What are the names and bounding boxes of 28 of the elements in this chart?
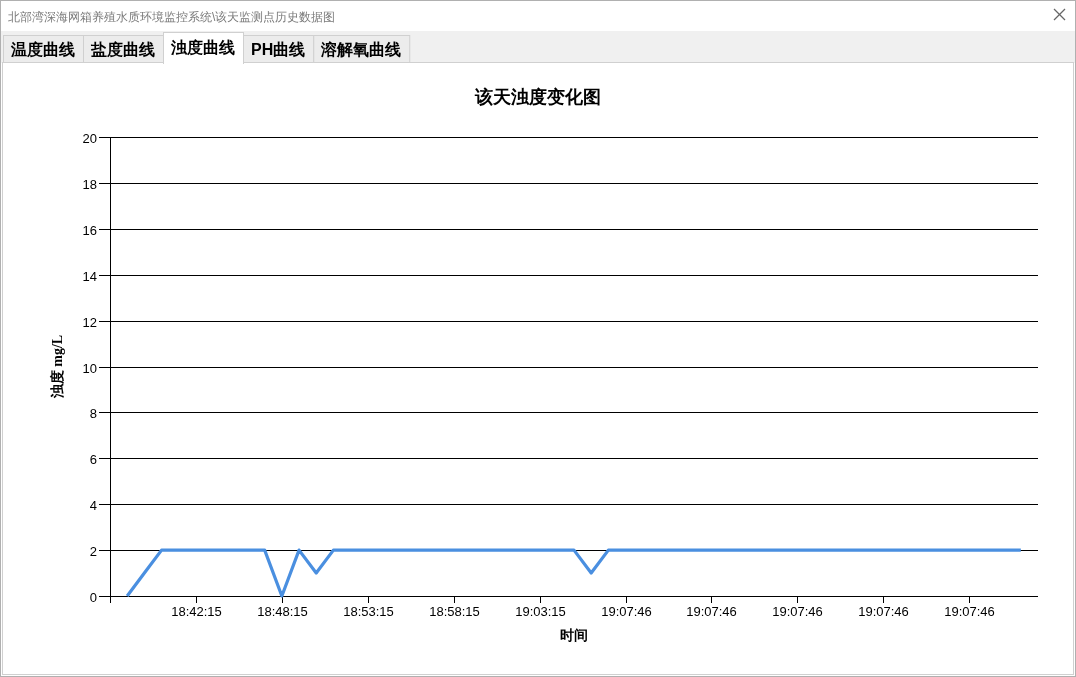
tab: 浊度曲线 bbox=[163, 32, 244, 64]
x-tick-label: 18:48:15 bbox=[257, 604, 308, 619]
x-tick-label: 19:07:46 bbox=[601, 604, 652, 619]
y-tick-label: 10 bbox=[82, 360, 97, 376]
chart-title: 该天浊度变化图 bbox=[474, 87, 601, 107]
x-tick-label: 18:53:15 bbox=[343, 604, 394, 619]
tab: 溶解氧曲线 bbox=[313, 35, 411, 63]
text: 北部湾深海网箱养殖水质环境监控系统\该天监测点历史数据图 bbox=[8, 10, 336, 24]
y-tick-label: 4 bbox=[89, 497, 97, 513]
x-axis-title: 时间 bbox=[560, 628, 588, 643]
y-tick-label: 14 bbox=[82, 268, 97, 284]
y-tick-label: 6 bbox=[89, 451, 97, 467]
y-axis-title: 浊度 mg/L bbox=[49, 334, 65, 400]
y-tick-label: 16 bbox=[82, 222, 97, 238]
x-tick-label: 19:07:46 bbox=[686, 604, 737, 619]
y-tick-label: 12 bbox=[82, 314, 97, 330]
y-tick-label: 20 bbox=[82, 130, 97, 146]
x-tick-label: 18:58:15 bbox=[429, 604, 480, 619]
y-tick-label: 0 bbox=[89, 589, 97, 605]
y-tick-label: 18 bbox=[82, 176, 97, 192]
x-tick-label: 19:07:46 bbox=[772, 604, 823, 619]
y-tick-label: 2 bbox=[89, 543, 97, 559]
y-tick-label: 8 bbox=[89, 405, 97, 421]
x-tick-label: 19:07:46 bbox=[858, 604, 909, 619]
tab: 温度曲线 bbox=[3, 35, 84, 63]
x-tick-label: 18:42:15 bbox=[171, 604, 222, 619]
x-tick-label: 19:03:15 bbox=[515, 604, 566, 619]
x-tick-label: 19:07:46 bbox=[944, 604, 995, 619]
